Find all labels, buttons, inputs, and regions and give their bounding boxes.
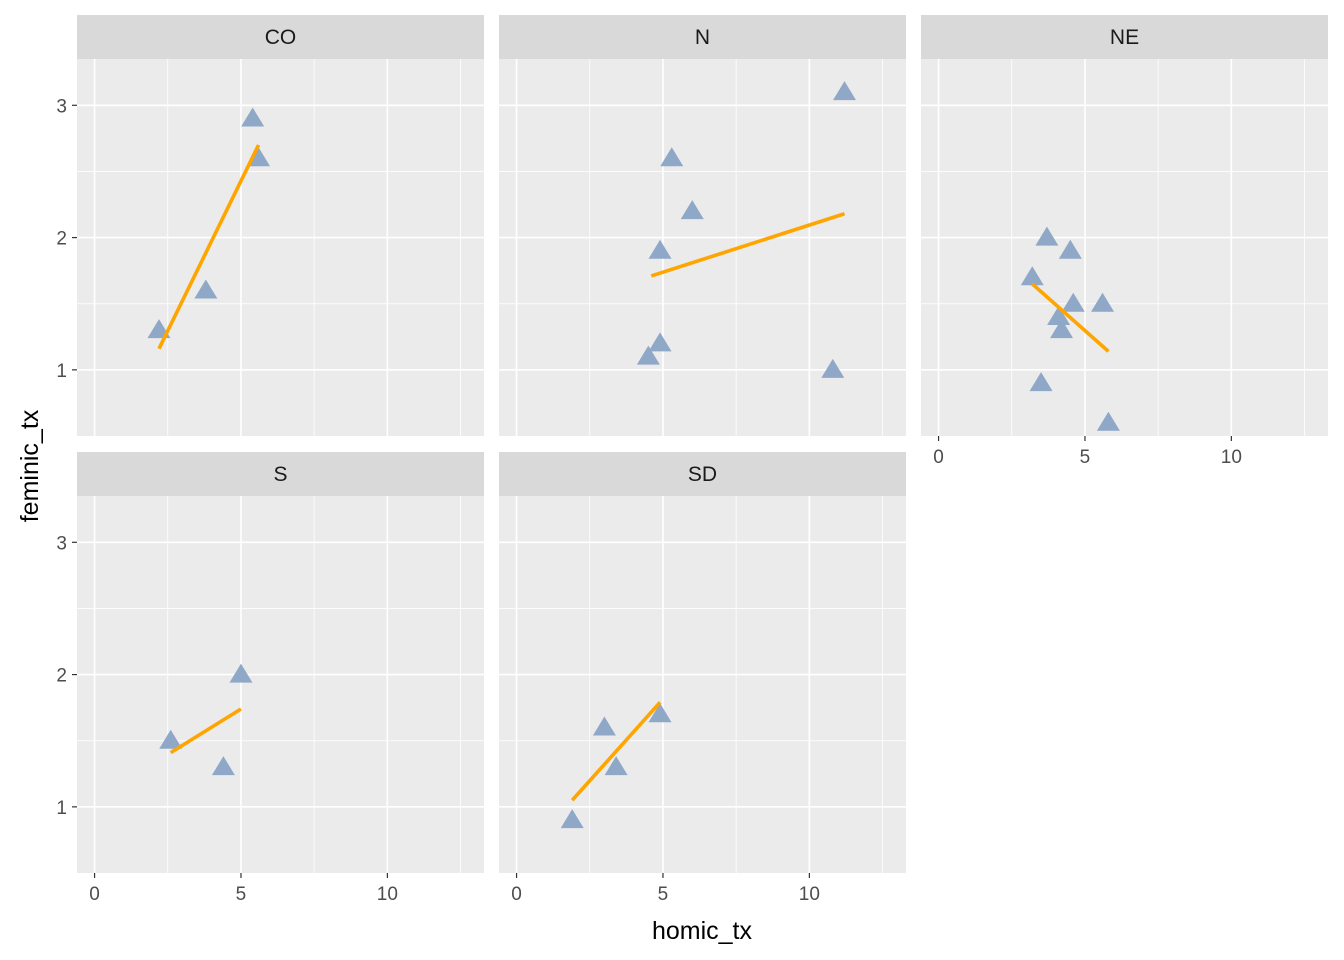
y-tick-label: 2	[56, 666, 67, 687]
facet-strip	[77, 452, 484, 496]
x-tick-label: 0	[89, 884, 100, 905]
facet-strip-label: CO	[265, 26, 297, 49]
data-point	[604, 756, 628, 776]
data-point	[1091, 292, 1115, 312]
data-point	[159, 729, 183, 749]
data-point	[833, 81, 857, 101]
fit-line	[570, 701, 662, 802]
y-tick-label: 3	[56, 533, 67, 554]
panel-background	[499, 59, 906, 436]
facet-sd: SD 0 5 10	[499, 452, 906, 905]
data-point	[229, 663, 253, 683]
panel-background	[77, 59, 484, 436]
panel-background	[499, 496, 906, 873]
panel-background	[77, 496, 484, 873]
facet-strip	[921, 15, 1328, 59]
facet-strip-label: NE	[1110, 26, 1139, 49]
data-point	[1058, 239, 1082, 259]
x-tick-label: 5	[1080, 447, 1091, 468]
x-tick-label: 10	[377, 884, 398, 905]
data-point	[648, 703, 672, 723]
data-point	[592, 716, 616, 736]
y-tick-label: 3	[56, 96, 67, 117]
data-point	[680, 200, 704, 220]
y-axis-title: feminic_tx	[16, 409, 44, 522]
facet-n: N	[499, 15, 906, 436]
x-tick-label: 5	[236, 884, 247, 905]
facet-co: CO 1 2 3	[56, 15, 484, 436]
data-point	[1029, 372, 1053, 392]
facet-strip-label: S	[273, 463, 287, 486]
facet-strip	[499, 452, 906, 496]
x-axis-title: homic_tx	[652, 917, 753, 945]
data-point	[1047, 305, 1071, 325]
data-point	[247, 147, 271, 167]
facet-s: S 1 2 3 0 5 10	[56, 452, 484, 905]
fit-line	[157, 144, 261, 350]
fit-line	[1031, 282, 1110, 353]
data-point	[1035, 226, 1059, 246]
data-point	[1050, 319, 1074, 339]
y-tick-label: 1	[56, 361, 67, 382]
panel-background	[921, 59, 1328, 436]
data-point	[821, 358, 845, 378]
x-tick-label: 0	[933, 447, 944, 468]
data-point	[1020, 266, 1044, 286]
x-tick-label: 0	[511, 884, 522, 905]
facet-ne: NE 0 5 10	[921, 15, 1328, 468]
facet-panels: CO 1 2 3 N NE 0 5 10 S 1 2 3 0 5 10 SD 0 5 10	[56, 15, 1328, 905]
facet-strip	[499, 15, 906, 59]
x-tick-label: 10	[799, 884, 820, 905]
x-tick-label: 10	[1221, 447, 1242, 468]
data-point	[194, 279, 218, 299]
data-point	[660, 147, 684, 167]
data-point	[1061, 292, 1085, 312]
facet-strip-label: N	[695, 26, 710, 49]
data-point	[648, 332, 672, 352]
fit-line	[650, 212, 846, 278]
facet-strip	[77, 15, 484, 59]
facet-strip-label: SD	[688, 463, 717, 486]
data-point	[211, 756, 235, 776]
data-point	[560, 809, 584, 829]
y-tick-label: 2	[56, 229, 67, 250]
fit-line	[169, 707, 242, 755]
y-tick-label: 1	[56, 798, 67, 819]
data-point	[241, 107, 265, 127]
x-tick-label: 5	[658, 884, 669, 905]
data-point	[1096, 411, 1120, 431]
data-point	[648, 239, 672, 259]
data-point	[636, 345, 660, 365]
